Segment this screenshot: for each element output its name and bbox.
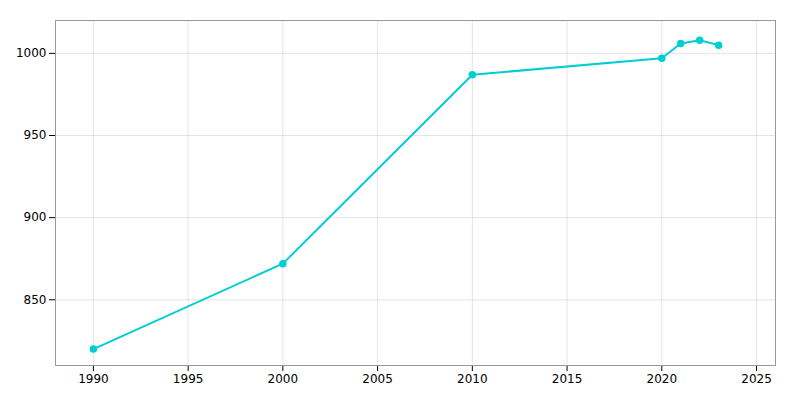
svg-text:2025: 2025 bbox=[741, 372, 772, 386]
svg-text:2020: 2020 bbox=[647, 372, 678, 386]
svg-text:2010: 2010 bbox=[457, 372, 488, 386]
svg-text:900: 900 bbox=[24, 210, 47, 224]
svg-text:1990: 1990 bbox=[78, 372, 109, 386]
svg-text:950: 950 bbox=[24, 128, 47, 142]
svg-text:1995: 1995 bbox=[173, 372, 204, 386]
svg-text:2005: 2005 bbox=[362, 372, 393, 386]
svg-text:850: 850 bbox=[24, 293, 47, 307]
svg-text:1000: 1000 bbox=[16, 46, 47, 60]
svg-text:2000: 2000 bbox=[268, 372, 299, 386]
svg-text:2015: 2015 bbox=[552, 372, 583, 386]
